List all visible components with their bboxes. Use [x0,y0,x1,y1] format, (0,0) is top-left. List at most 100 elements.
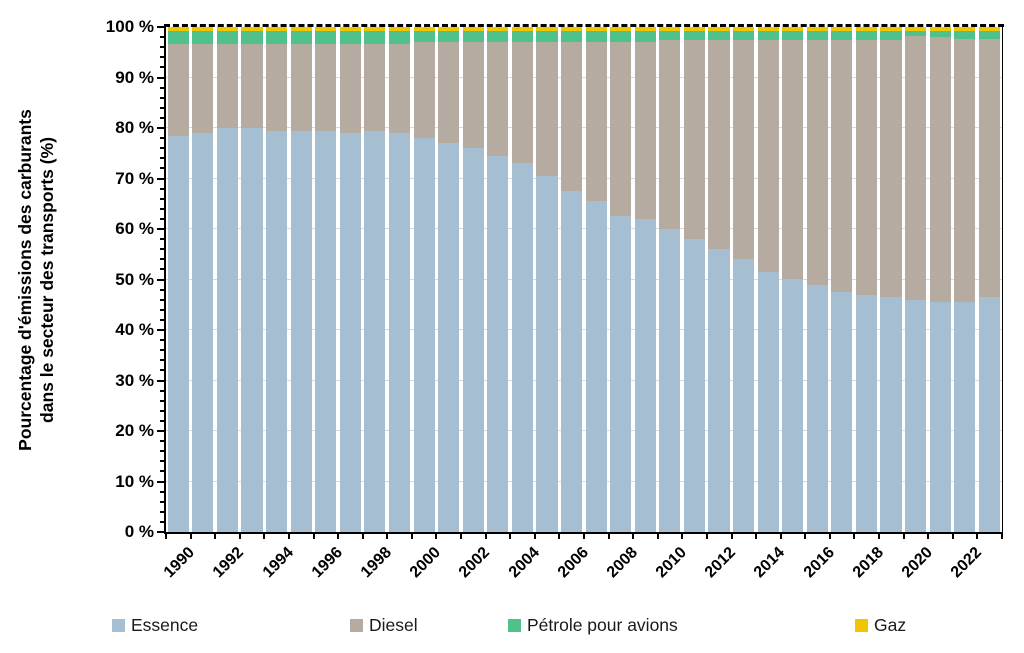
hundred-percent-dashed-line [164,24,1004,27]
x-tick [705,532,708,539]
segment-diesel [364,43,386,131]
segment-diesel [315,43,337,131]
segment-essence [413,138,435,532]
segment-diesel [536,42,558,176]
segment-diesel [978,38,1000,298]
y-tick [160,399,164,402]
bar-2006 [559,27,584,532]
y-tick [160,238,164,241]
bar-1998 [363,27,388,532]
bar-2022 [953,27,978,532]
segment-essence [634,218,656,532]
segment-gaz [290,27,312,32]
bar-2001 [436,27,461,532]
segment-essence [536,175,558,532]
segment-diesel [167,43,189,136]
bar-1991 [191,27,216,532]
segment-pétrole-pour-avions [708,31,730,41]
bar-2011 [682,27,707,532]
y-tick-label-80: 80 % [115,118,154,137]
segment-gaz [315,27,337,32]
x-tick [460,532,463,539]
y-tick [160,470,164,473]
y-tick-label-60: 60 % [115,219,154,238]
y-tick [160,66,164,69]
x-tick [878,532,881,539]
x-tick [828,532,831,539]
segment-essence [733,259,755,532]
segment-diesel [241,43,263,128]
segment-essence [266,130,288,532]
legend-label: Essence [131,615,199,635]
x-tick-label-2012: 2012 [702,544,740,582]
segment-gaz [880,27,902,32]
legend-swatch-icon [855,619,868,632]
segment-diesel [511,42,533,164]
segment-pétrole-pour-avions [364,31,386,44]
y-tick [160,490,164,493]
segment-pétrole-pour-avions [880,31,902,41]
segment-essence [364,130,386,532]
legend-item-essence: Essence [112,615,198,636]
x-tick [1001,532,1003,539]
bar-2010 [658,27,683,532]
x-tick-label-2006: 2006 [554,544,592,582]
x-tick-label-2000: 2000 [407,544,445,582]
x-tick [853,532,856,539]
y-tick [157,379,164,382]
bar-2017 [830,27,855,532]
x-tick [533,532,536,539]
x-tick [165,532,167,539]
segment-essence [339,133,361,532]
y-tick [157,127,164,129]
segment-pétrole-pour-avions [757,31,779,41]
y-tick [160,207,164,210]
segment-pétrole-pour-avions [388,31,411,44]
y-tick [160,268,164,271]
y-tick [160,419,164,422]
segment-pétrole-pour-avions [733,31,755,41]
segment-diesel [216,43,238,128]
y-tick [157,177,164,180]
segment-gaz [978,27,1000,32]
segment-diesel [462,42,484,149]
x-tick [189,532,192,539]
x-tick [804,532,807,539]
y-tick [157,26,164,28]
segment-diesel [290,43,312,131]
segment-diesel [806,40,828,285]
segment-essence [192,133,214,532]
y-tick [157,430,164,432]
x-tick-label-2018: 2018 [849,544,887,582]
y-tick-label-40: 40 % [115,320,154,339]
y-tick [160,369,164,372]
legend-swatch-icon [112,619,125,632]
y-tick [160,36,164,39]
y-tick [160,197,164,200]
gridline-70 [166,177,1002,179]
x-tick [681,532,684,539]
y-tick [160,318,164,321]
y-tick [160,86,164,89]
x-tick-label-1992: 1992 [210,544,248,582]
bar-2005 [535,27,560,532]
x-tick [607,532,610,539]
gridline-60 [166,228,1002,229]
segment-essence [954,302,976,532]
x-tick [312,532,315,539]
bar-2013 [731,27,756,532]
segment-pétrole-pour-avions [978,31,1000,39]
segment-pétrole-pour-avions [339,31,361,44]
x-tick [583,532,585,539]
x-tick-label-2002: 2002 [456,544,494,582]
segment-diesel [708,40,730,250]
bar-2004 [510,27,535,532]
segment-gaz [683,27,705,32]
y-tick [160,96,164,99]
x-tick [779,532,782,539]
segment-diesel [438,42,460,144]
segment-essence [905,299,927,532]
legend-item-diesel: Diesel [350,615,418,636]
segment-pétrole-pour-avions [683,31,705,41]
segment-gaz [560,27,583,32]
